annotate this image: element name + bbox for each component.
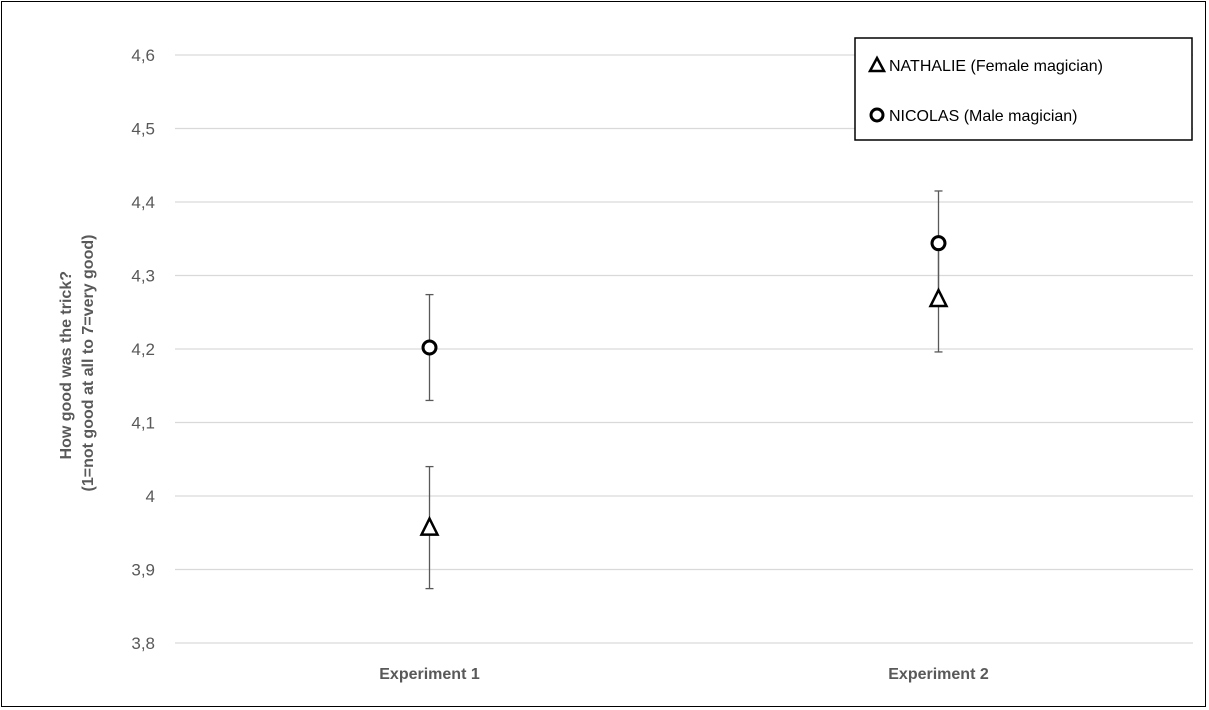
y-tick-label: 4,1	[131, 414, 155, 433]
grid-layer	[175, 54, 1193, 644]
y-axis-title: How good was the trick? (1=not good at a…	[58, 235, 97, 492]
y-tick-label: 4,4	[131, 193, 155, 212]
data-markers	[419, 235, 949, 536]
x-category-labels: Experiment 1 Experiment 2	[379, 666, 989, 683]
y-tick-label: 4,6	[131, 46, 155, 65]
y-tick-label: 4,2	[131, 340, 155, 359]
y-axis-title-line-1: How good was the trick?	[58, 271, 75, 459]
y-tick-label: 4,3	[131, 267, 155, 286]
x-category-label: Experiment 1	[379, 666, 480, 683]
data-point-nicolas	[421, 339, 438, 356]
data-point-nicolas	[930, 235, 947, 252]
error-bars	[425, 190, 943, 590]
legend: NATHALIE (Female magician) NICOLAS (Male…	[854, 37, 1193, 141]
legend-entry-nathalie: NATHALIE (Female magician)	[889, 58, 1103, 75]
y-axis-title-line-2: (1=not good at all to 7=very good)	[80, 235, 97, 492]
legend-entry-nicolas: NICOLAS (Male magician)	[889, 108, 1078, 125]
y-tick-label: 4,5	[131, 120, 155, 139]
legend-box	[854, 37, 1193, 141]
data-point-nathalie	[419, 515, 440, 536]
y-tick-labels: 3,8 3,9 4 4,1 4,2 4,3 4,4 4,5 4,6	[131, 46, 155, 653]
legend-triangle-icon	[867, 55, 887, 73]
x-category-label: Experiment 2	[888, 666, 989, 683]
y-tick-label: 4	[146, 487, 155, 506]
legend-circle-icon	[869, 107, 885, 123]
data-point-nathalie	[928, 287, 949, 308]
y-tick-label: 3,9	[131, 561, 155, 580]
y-tick-label: 3,8	[131, 634, 155, 653]
